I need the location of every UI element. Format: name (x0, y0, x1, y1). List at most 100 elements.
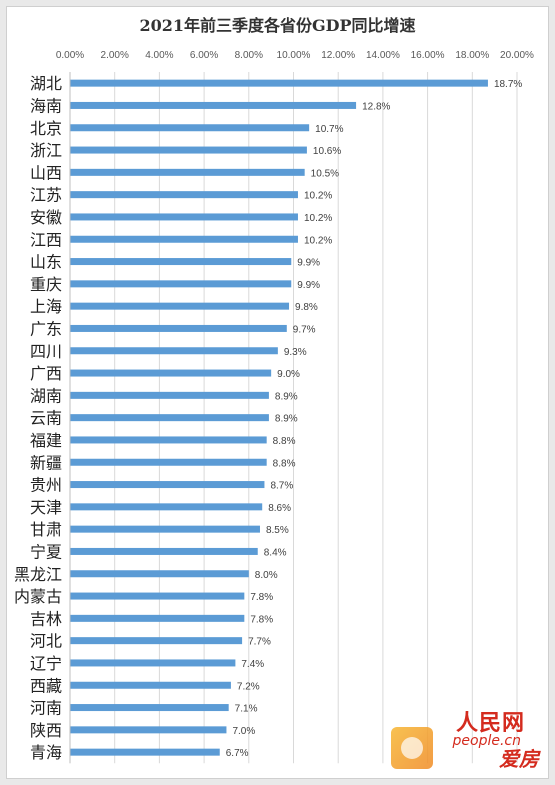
bar (70, 280, 292, 288)
data-label: 8.5% (266, 525, 289, 536)
bar (70, 235, 298, 243)
data-label: 8.9% (275, 391, 298, 402)
data-label: 7.2% (237, 681, 260, 692)
category-label: 黑龙江 (14, 565, 62, 584)
bar (70, 324, 287, 332)
category-label: 天津 (30, 498, 62, 517)
data-label: 7.7% (248, 637, 271, 648)
x-tick-label: 18.00% (455, 50, 489, 61)
category-label: 内蒙古 (14, 587, 62, 606)
category-label: 青海 (30, 743, 62, 762)
category-label: 安徽 (30, 208, 62, 227)
data-label: 9.9% (297, 258, 320, 269)
bar (70, 302, 290, 310)
category-label: 吉林 (30, 609, 62, 628)
watermark: 人民网 people.cn 爱房 (391, 703, 541, 773)
data-label: 6.7% (226, 748, 249, 759)
data-label: 9.8% (295, 302, 318, 313)
bar (70, 503, 263, 511)
data-label: 8.9% (275, 414, 298, 425)
category-label: 海南 (30, 96, 62, 115)
x-tick-label: 0.00% (56, 50, 84, 61)
bar (70, 168, 305, 176)
data-label: 8.0% (255, 570, 278, 581)
bar (70, 681, 231, 689)
chart-title: 2021年前三季度各省份GDP同比增速 (139, 16, 416, 35)
bar (70, 391, 269, 399)
category-label: 新疆 (30, 453, 62, 472)
bar (70, 101, 357, 109)
bar (70, 704, 229, 712)
data-label: 8.4% (264, 547, 287, 558)
category-label: 广西 (30, 364, 62, 383)
x-tick-label: 10.00% (277, 50, 311, 61)
data-label: 7.0% (232, 726, 255, 737)
category-label: 西藏 (30, 676, 62, 695)
category-label: 上海 (30, 297, 62, 316)
category-label: 云南 (30, 409, 62, 428)
category-label: 浙江 (30, 141, 62, 160)
bar (70, 436, 267, 444)
category-label: 河南 (30, 699, 62, 718)
x-tick-label: 12.00% (321, 50, 355, 61)
category-label: 湖北 (30, 74, 62, 93)
data-label: 10.2% (304, 191, 332, 202)
data-label: 8.8% (273, 458, 296, 469)
category-label: 江西 (30, 230, 62, 249)
bar (70, 592, 245, 600)
category-label: 宁夏 (30, 542, 62, 561)
category-label: 山西 (30, 163, 62, 182)
bar (70, 213, 298, 221)
data-label: 8.6% (268, 503, 291, 514)
bar (70, 637, 243, 645)
data-label: 18.7% (494, 79, 522, 90)
bar (70, 258, 292, 266)
data-label: 10.2% (304, 235, 332, 246)
data-label: 10.7% (315, 124, 343, 135)
bar (70, 748, 220, 756)
category-label: 广东 (30, 319, 62, 338)
category-label: 山东 (30, 253, 62, 272)
data-label: 9.3% (284, 347, 307, 358)
category-label: 辽宁 (30, 654, 62, 673)
watermark-logo-text: 人民网 (455, 710, 525, 736)
bar (70, 525, 260, 533)
data-label: 7.8% (250, 614, 273, 625)
data-label: 10.2% (304, 213, 332, 224)
category-label: 福建 (30, 431, 62, 450)
data-label: 9.7% (293, 324, 316, 335)
bar (70, 659, 236, 667)
bar (70, 347, 278, 355)
bar (70, 124, 310, 132)
bar (70, 146, 307, 154)
category-label: 重庆 (30, 275, 62, 294)
category-label: 湖南 (30, 386, 62, 405)
x-tick-label: 2.00% (101, 50, 129, 61)
category-label: 河北 (30, 632, 62, 651)
x-tick-label: 6.00% (190, 50, 218, 61)
data-label: 12.8% (362, 101, 390, 112)
bar (70, 614, 245, 622)
bar (70, 458, 267, 466)
bar (70, 547, 258, 555)
bar (70, 414, 269, 422)
category-label: 江苏 (30, 186, 62, 205)
data-label: 10.6% (313, 146, 341, 157)
bar (70, 726, 227, 734)
category-label: 贵州 (30, 476, 62, 495)
data-label: 7.4% (241, 659, 264, 670)
x-tick-label: 8.00% (235, 50, 263, 61)
x-tick-label: 16.00% (411, 50, 445, 61)
watermark-logo-icon (391, 727, 433, 769)
category-label: 陕西 (30, 721, 62, 740)
data-label: 7.1% (235, 704, 258, 715)
x-tick-label: 14.00% (366, 50, 400, 61)
data-label: 10.5% (311, 168, 339, 179)
bar (70, 481, 265, 489)
data-label: 7.8% (250, 592, 273, 603)
data-label: 9.9% (297, 280, 320, 291)
x-tick-label: 4.00% (145, 50, 173, 61)
x-tick-label: 20.00% (500, 50, 534, 61)
watermark-url: people.cn (452, 733, 521, 749)
